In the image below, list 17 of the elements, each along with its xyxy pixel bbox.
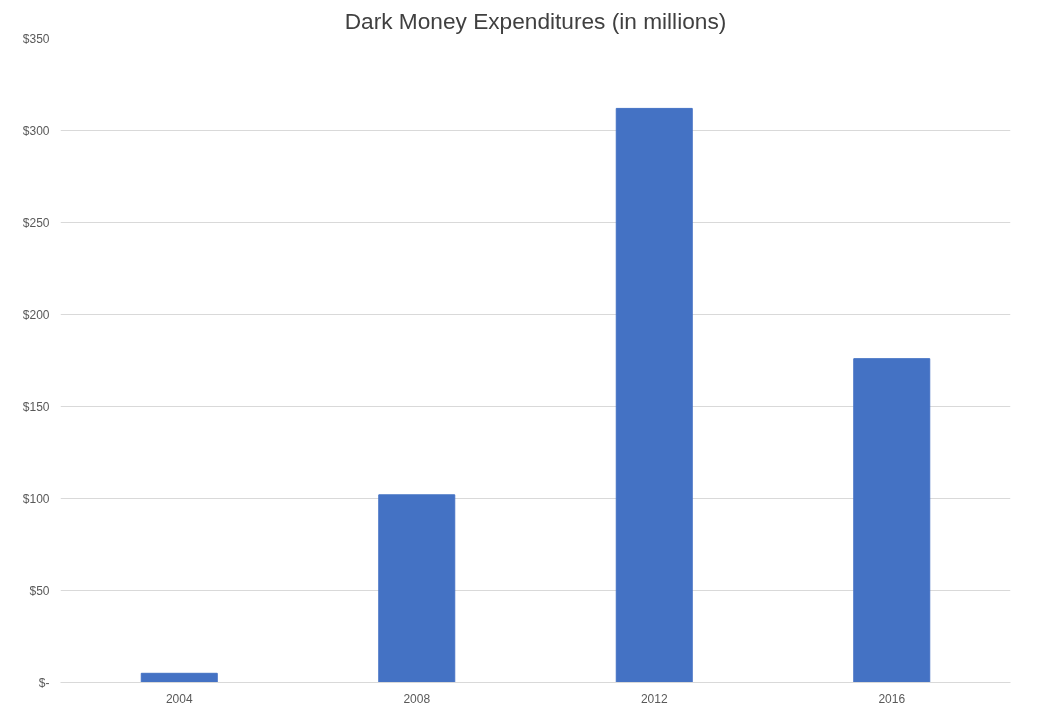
y-tick-label: $350 — [22, 31, 50, 46]
y-tick-label: $50 — [29, 583, 50, 598]
y-tick-label: $300 — [22, 123, 50, 138]
y-tick-label: $100 — [22, 491, 50, 506]
bar — [853, 358, 931, 683]
chart-title: Dark Money Expenditures (in millions) — [344, 7, 727, 34]
y-tick-label: $200 — [22, 307, 50, 322]
bar — [140, 672, 218, 683]
y-tick-label: $150 — [22, 399, 50, 414]
x-tick-label: 2004 — [165, 691, 193, 706]
x-tick-label: 2008 — [403, 691, 431, 706]
bar — [615, 107, 693, 683]
bar — [378, 494, 456, 683]
y-tick-label: $- — [38, 675, 50, 690]
x-tick-label: 2012 — [640, 691, 668, 706]
y-tick-label: $250 — [22, 215, 50, 230]
x-tick-label: 2016 — [878, 691, 906, 706]
